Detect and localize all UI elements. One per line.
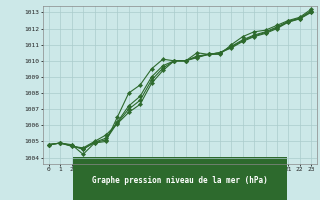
X-axis label: Graphe pression niveau de la mer (hPa): Graphe pression niveau de la mer (hPa) [92,176,268,185]
